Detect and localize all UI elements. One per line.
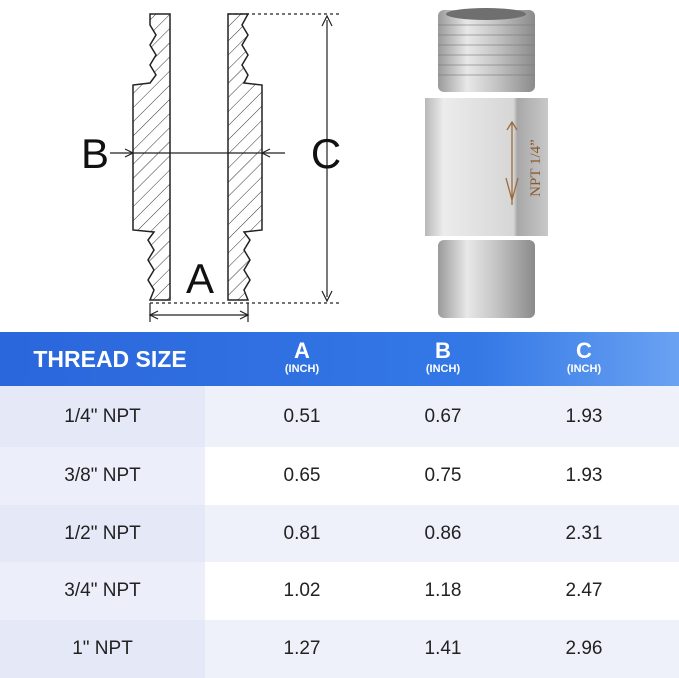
thread-size: 1/4" NPT (0, 386, 205, 447)
illustration: B C A NPT 1/4” (81, 8, 548, 322)
header-title: C (576, 338, 592, 363)
dimension-value: 2.47 (565, 580, 603, 601)
label-b: B (81, 130, 109, 177)
header-unit: (INCH) (425, 363, 461, 375)
cross-section (132, 13, 263, 301)
dimension-value: 0.86 (424, 522, 462, 544)
dimension-lines (110, 13, 342, 322)
header-title: B (435, 338, 451, 363)
header-title: THREAD SIZE (33, 346, 187, 372)
dimension-value: 0.51 (283, 405, 321, 427)
dimension-value: 2.31 (565, 522, 603, 544)
dimension-value: 1.18 (424, 580, 462, 601)
table-row: 1/4" NPT 0.51 0.67 1.93 (0, 386, 679, 447)
thread-size: 1/2" NPT (0, 505, 205, 562)
dimension-value: 0.75 (424, 465, 462, 486)
table-row: 1/2" NPT 0.81 0.86 2.31 (0, 505, 679, 562)
product-photo: NPT 1/4” (425, 8, 548, 318)
label-a: A (186, 255, 214, 302)
header-unit: (INCH) (566, 363, 602, 375)
dimension-value: 1.27 (283, 638, 321, 659)
table-row: 3/4" NPT 1.02 1.18 2.47 (0, 562, 679, 620)
engraving: NPT 1/4” (528, 139, 544, 197)
dimension-value: 1.41 (424, 638, 462, 659)
table-header: THREAD SIZE A (INCH) B (INCH) C (INCH) (0, 332, 679, 386)
dimension-value: 2.96 (565, 638, 603, 659)
header-cell: B (INCH) (373, 332, 513, 386)
thread-size: 1" NPT (0, 620, 205, 678)
header-title: A (294, 338, 310, 363)
header-cell: C (INCH) (514, 332, 654, 386)
table-row: 1" NPT 1.27 1.41 2.96 (0, 620, 679, 678)
spec-table: THREAD SIZE A (INCH) B (INCH) C (INCH) 1/4" NP… (0, 332, 679, 678)
dimension-value: 0.67 (424, 405, 462, 427)
dimension-value: 0.81 (283, 522, 321, 544)
label-c: C (311, 130, 341, 177)
header-cell: A (INCH) (232, 332, 372, 386)
dimension-value: 0.65 (283, 465, 321, 486)
header-cell: THREAD SIZE (0, 332, 220, 386)
header-unit: (INCH) (284, 363, 320, 375)
thread-size: 3/8" NPT (0, 447, 205, 505)
thread-size: 3/4" NPT (0, 562, 205, 620)
table-row: 3/8" NPT 0.65 0.75 1.93 (0, 447, 679, 505)
dimension-value: 1.93 (565, 465, 603, 486)
dimension-value: 1.93 (565, 405, 603, 427)
dimension-value: 1.02 (283, 580, 321, 601)
